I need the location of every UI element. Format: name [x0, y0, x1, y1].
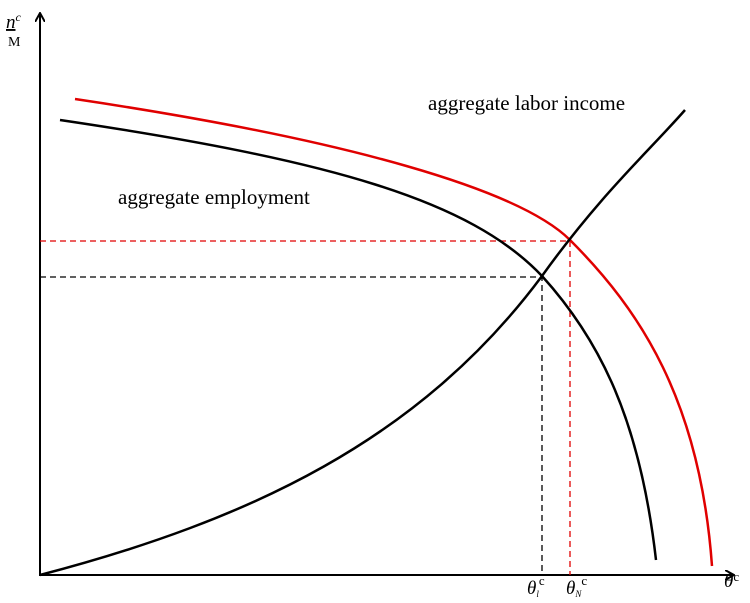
y-num: n — [6, 12, 16, 33]
theta-l: θlc — [527, 573, 545, 599]
theta-n-sub: N — [574, 589, 582, 599]
y-axis-label: nc — [6, 10, 22, 33]
y-den: M — [8, 35, 21, 50]
employment-curve — [59, 118, 658, 561]
theta-n-sym: θ — [566, 578, 575, 599]
red-curve — [74, 97, 714, 567]
employment-label: aggregate employment — [118, 185, 310, 209]
labor-income-label: aggregate labor income — [428, 91, 625, 115]
x-sym: θ — [724, 571, 733, 592]
theta-l-sup: c — [539, 573, 545, 588]
black-guide — [40, 276, 543, 575]
theta-l-sym: θ — [527, 578, 536, 599]
theta-n: θNc — [566, 573, 587, 599]
red-guide — [40, 240, 571, 575]
labor-income-curve — [39, 109, 686, 577]
y-sup: c — [16, 10, 22, 24]
theta-l-sub: l — [536, 589, 539, 599]
x-sup: c — [733, 569, 739, 584]
x-axis-label: θc — [724, 569, 739, 592]
theta-n-sup: c — [581, 573, 587, 588]
